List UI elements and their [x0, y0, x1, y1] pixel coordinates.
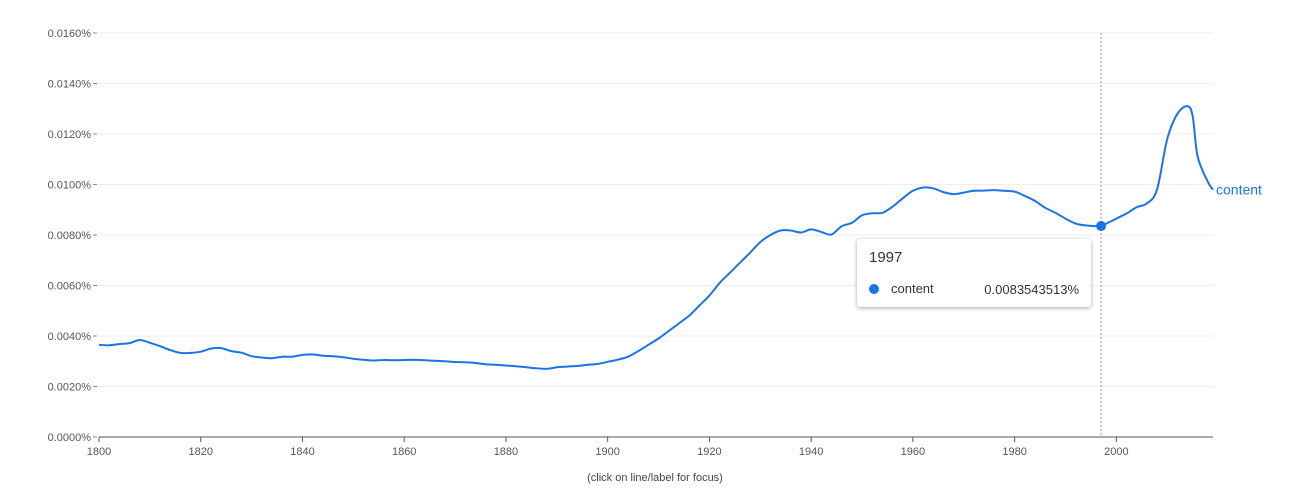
y-tick-label: 0.0000% [48, 432, 92, 444]
x-tick-label: 1980 [1002, 446, 1026, 458]
tooltip-series-dot [869, 284, 879, 294]
x-tick-label: 1840 [290, 446, 314, 458]
gridlines [99, 32, 1213, 387]
tooltip-value: 0.0083543513% [984, 282, 1079, 297]
y-tick-label: 0.0120% [48, 129, 92, 141]
series-line-content[interactable] [98, 105, 1214, 370]
x-tick-label: 1860 [392, 446, 416, 458]
x-tick-label: 1800 [87, 446, 111, 458]
tooltip-year: 1997 [869, 249, 903, 266]
x-tick-label: 1940 [799, 446, 823, 458]
series-label-content[interactable]: content [1216, 182, 1262, 198]
y-tick-label: 0.0100% [48, 180, 92, 192]
focus-hint: (click on line/label for focus) [587, 472, 723, 484]
y-tick-label: 0.0160% [48, 28, 92, 40]
x-axis: 1800 1820 1840 1860 1880 1900 1920 1940 1960 1980… [87, 436, 1213, 458]
focus-point[interactable] [1096, 221, 1107, 232]
y-axis: 0.0000% 0.0020% 0.0040% 0.0060% 0.0080% 0.010… [48, 28, 97, 444]
tooltip: 1997 content 0.0083543513% [857, 239, 1091, 307]
y-tick-label: 0.0080% [48, 230, 92, 242]
tooltip-series-name: content [891, 281, 934, 296]
y-tick-label: 0.0060% [48, 281, 92, 293]
x-tick-label: 1920 [697, 446, 721, 458]
x-tick-label: 2000 [1104, 446, 1128, 458]
y-tick-label: 0.0140% [48, 79, 92, 91]
y-tick-label: 0.0020% [48, 382, 92, 394]
x-tick-label: 1820 [188, 446, 212, 458]
y-tick-label: 0.0040% [48, 331, 92, 343]
x-tick-label: 1900 [595, 446, 619, 458]
x-tick-label: 1880 [494, 446, 518, 458]
x-tick-label: 1960 [901, 446, 925, 458]
